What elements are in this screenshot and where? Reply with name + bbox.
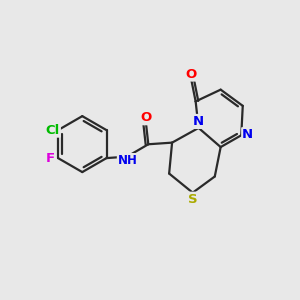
Text: F: F <box>46 152 55 165</box>
Text: NH: NH <box>118 154 138 167</box>
Text: O: O <box>140 111 152 124</box>
Text: S: S <box>188 193 198 206</box>
Text: O: O <box>186 68 197 80</box>
Text: Cl: Cl <box>46 124 60 136</box>
Text: N: N <box>242 128 253 141</box>
Text: N: N <box>192 115 204 128</box>
